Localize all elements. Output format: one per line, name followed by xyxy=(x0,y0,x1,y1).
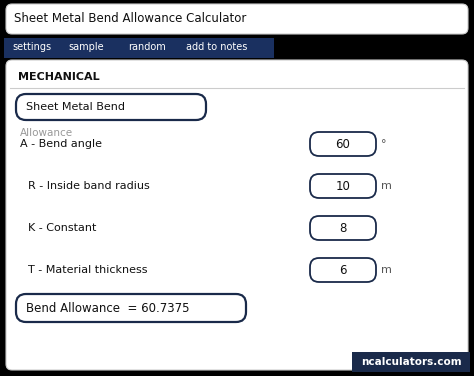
Text: Sheet Metal Bend: Sheet Metal Bend xyxy=(26,102,125,112)
Text: MECHANICAL: MECHANICAL xyxy=(18,72,100,82)
Text: add to notes: add to notes xyxy=(186,42,247,52)
Text: A - Bend angle: A - Bend angle xyxy=(20,139,102,149)
Text: 6: 6 xyxy=(339,264,347,276)
FancyBboxPatch shape xyxy=(310,216,376,240)
Text: Allowance: Allowance xyxy=(20,128,73,138)
Text: Bend Allowance  = 60.7375: Bend Allowance = 60.7375 xyxy=(26,302,190,314)
Bar xyxy=(352,352,470,372)
Text: random: random xyxy=(128,42,166,52)
Text: 60: 60 xyxy=(336,138,350,150)
Text: R - Inside band radius: R - Inside band radius xyxy=(28,181,150,191)
Text: T - Material thickness: T - Material thickness xyxy=(28,265,147,275)
FancyBboxPatch shape xyxy=(6,60,468,370)
FancyBboxPatch shape xyxy=(6,4,468,34)
Text: K - Constant: K - Constant xyxy=(28,223,96,233)
FancyBboxPatch shape xyxy=(310,174,376,198)
Text: 8: 8 xyxy=(339,221,346,235)
Text: °: ° xyxy=(381,139,386,149)
Text: Sheet Metal Bend Allowance Calculator: Sheet Metal Bend Allowance Calculator xyxy=(14,12,246,26)
FancyBboxPatch shape xyxy=(310,132,376,156)
Text: settings: settings xyxy=(12,42,51,52)
Bar xyxy=(4,38,274,58)
FancyBboxPatch shape xyxy=(16,94,206,120)
Text: sample: sample xyxy=(68,42,104,52)
FancyBboxPatch shape xyxy=(16,294,246,322)
Text: m: m xyxy=(381,181,392,191)
FancyBboxPatch shape xyxy=(310,258,376,282)
Text: ncalculators.com: ncalculators.com xyxy=(361,357,461,367)
Text: m: m xyxy=(381,265,392,275)
Bar xyxy=(0,36,474,58)
Text: 10: 10 xyxy=(336,179,350,193)
